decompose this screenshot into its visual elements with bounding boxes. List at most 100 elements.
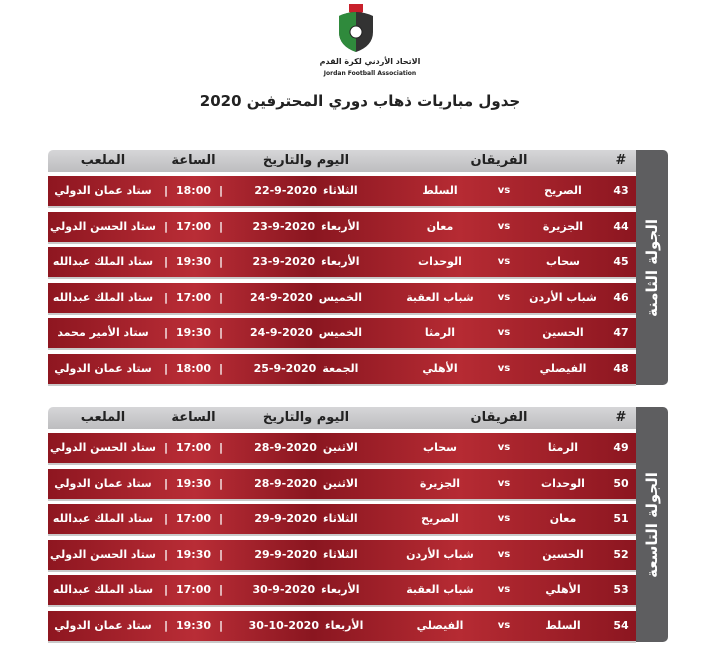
home-team: الحسين [542, 547, 584, 561]
separator: | [218, 512, 224, 525]
match-number: 45 [613, 255, 629, 268]
separator: | [163, 547, 169, 561]
venue: ستاد الحسن الدولي [49, 547, 156, 561]
match-number: 48 [613, 361, 629, 375]
away-team: الرمثا [424, 326, 456, 339]
match-day-date: الخميس 24-9-2020 [226, 291, 386, 304]
vs-label: vs [497, 442, 511, 453]
separator: | [218, 583, 224, 596]
match-day: الأربعاء [321, 219, 360, 233]
match-day-date: الاثنين 28-9-2020 [226, 477, 386, 490]
away-team: السلط [422, 184, 458, 197]
away-team: شباب العقبة [406, 290, 474, 304]
away-team: الصريح [421, 512, 459, 525]
home-team: معان [549, 512, 577, 525]
away-team: الفيصلي [416, 618, 464, 632]
home-team: شباب الأردن [529, 290, 597, 304]
home-team: الصريح [544, 184, 582, 197]
match-time: 19:30 [175, 476, 211, 490]
match-day-date: الثلاثاء 29-9-2020 [226, 548, 386, 561]
round-label: الجولة التاسعة [643, 471, 661, 578]
match-row: 53 الأهلي vs شباب العقبة الأربعاء 30-9-2… [48, 575, 636, 605]
match-date: 24-9-2020 [250, 326, 313, 339]
header-venue: الملعب [80, 410, 126, 425]
venue: ستاد الأمير محمد [57, 326, 149, 339]
header-date: اليوم والتاريخ [262, 410, 350, 425]
match-date: 25-9-2020 [253, 361, 317, 375]
match-date: 30-10-2020 [248, 618, 319, 632]
header-num: # [615, 153, 627, 168]
match-time: 17:00 [175, 583, 211, 596]
venue: ستاد الملك عبدالله [52, 512, 154, 525]
vs-label: vs [497, 619, 511, 631]
venue: ستاد الملك عبدالله [52, 290, 154, 304]
match-row: 43 الصريح vs السلط الثلاثاء 22-9-2020 | … [48, 176, 636, 206]
match-day: الأربعاء [324, 618, 364, 632]
vs-label: vs [497, 220, 511, 232]
match-time: 17:00 [175, 512, 211, 525]
vs-label: vs [497, 327, 511, 338]
vs-label: vs [497, 584, 511, 595]
header-venue: الملعب [80, 153, 126, 168]
vs-label: vs [497, 291, 511, 303]
home-team: الرمثا [547, 441, 579, 454]
match-row: 45 سحاب vs الوحدات الأربعاء 23-9-2020 | … [48, 247, 636, 277]
match-time: 19:30 [175, 326, 211, 339]
vs-label: vs [497, 548, 511, 560]
away-team: معان [426, 219, 454, 233]
match-day: الجمعة [322, 361, 359, 375]
away-team: الوحدات [418, 255, 462, 268]
vs-label: vs [497, 256, 511, 267]
round-label: الجولة الثامنة [643, 218, 661, 317]
org-name-arabic: الاتحاد الأردني لكرة القدم [319, 57, 421, 66]
home-team: الوحدات [541, 476, 585, 490]
match-row: 52 الحسين vs شباب الأردن الثلاثاء 29-9-2… [48, 539, 636, 570]
separator: | [163, 476, 169, 490]
vs-label: vs [497, 362, 511, 374]
match-day-date: الأربعاء 30-10-2020 [226, 619, 386, 632]
separator: | [163, 255, 169, 268]
match-time: 19:30 [175, 618, 211, 632]
match-date: 24-9-2020 [250, 290, 313, 304]
venue: ستاد عمان الدولي [54, 184, 152, 197]
header-teams: الفريقان [470, 410, 528, 425]
away-team: الأهلي [422, 361, 458, 375]
match-row: 51 معان vs الصريح الثلاثاء 29-9-2020 | 1… [48, 504, 636, 534]
table-header: # الفريقان اليوم والتاريخ الساعة الملعب [48, 407, 636, 429]
match-date: 23-9-2020 [252, 219, 316, 233]
match-day-date: الجمعة 25-9-2020 [226, 362, 386, 375]
round-table: الجولة التاسعة # الفريقان اليوم والتاريخ… [48, 407, 668, 642]
header-num: # [615, 410, 627, 425]
venue: ستاد الملك عبدالله [52, 583, 154, 596]
match-number: 52 [613, 547, 629, 561]
match-number: 49 [613, 441, 629, 454]
home-team: الحسين [542, 326, 584, 339]
match-row: 48 الفيصلي vs الأهلي الجمعة 25-9-2020 | … [48, 353, 636, 384]
home-team: الأهلي [545, 583, 581, 596]
match-date: 22-9-2020 [254, 184, 318, 197]
separator: | [163, 219, 169, 233]
vs-label: vs [497, 513, 511, 524]
match-day: الأربعاء [321, 255, 360, 268]
away-team: الجزيرة [419, 476, 461, 490]
match-time: 18:00 [175, 361, 211, 375]
separator: | [218, 255, 224, 268]
separator: | [163, 618, 169, 632]
match-row: 46 شباب الأردن vs شباب العقبة الخميس 24-… [48, 282, 636, 313]
match-time: 19:30 [175, 255, 211, 268]
separator: | [218, 547, 224, 561]
org-name-english: Jordan Football Association [323, 70, 417, 77]
match-day: الثلاثاء [323, 547, 358, 561]
match-day-date: الأربعاء 23-9-2020 [226, 255, 386, 268]
venue: ستاد الحسن الدولي [49, 219, 156, 233]
match-row: 50 الوحدات vs الجزيرة الاثنين 28-9-2020 … [48, 468, 636, 499]
separator: | [218, 219, 224, 233]
table-header: # الفريقان اليوم والتاريخ الساعة الملعب [48, 150, 636, 172]
match-date: 23-9-2020 [252, 255, 316, 268]
round-label-tab: الجولة الثامنة [636, 150, 668, 385]
match-day: الخميس [318, 326, 362, 339]
separator: | [163, 326, 169, 339]
match-date: 30-9-2020 [252, 583, 316, 596]
match-date: 29-9-2020 [254, 547, 318, 561]
jfa-logo [339, 4, 373, 52]
